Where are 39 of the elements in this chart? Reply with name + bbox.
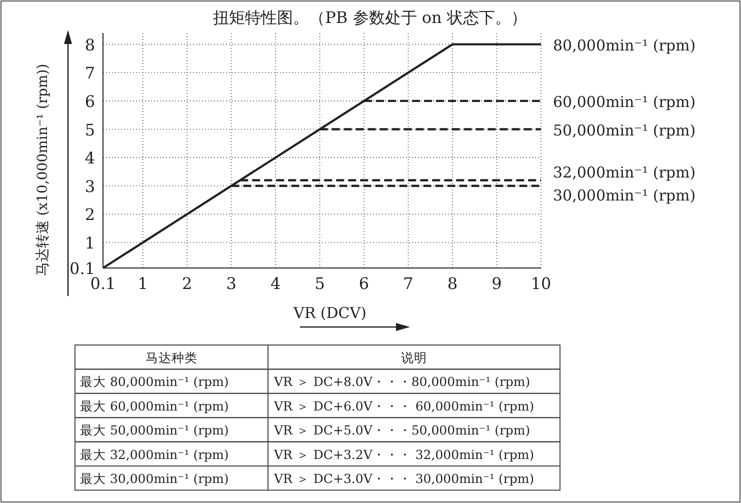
x-tick-label: 10 xyxy=(530,274,552,293)
x-tick-label: 4 xyxy=(270,274,281,293)
x-tick-label: 9 xyxy=(492,274,502,293)
text: VR ＞ DC+8.0V・・・80,000min⁻¹ (rpm) xyxy=(273,374,530,390)
x-tick-label: 3 xyxy=(226,274,236,293)
y-tick-label: 3 xyxy=(84,176,95,196)
x-tick-label: 1 xyxy=(138,274,148,293)
series-label: 50,000min⁻¹ (rpm) xyxy=(553,121,696,140)
y-tick-label: 2 xyxy=(84,205,95,224)
chart-title: 扭矩特性图。（PB 参数处于 on 状态下。） xyxy=(213,8,527,27)
x-tick-label: 5 xyxy=(314,274,325,293)
x-tick-label: 7 xyxy=(403,274,414,293)
text: 最大 30,000min⁻¹ (rpm) xyxy=(80,471,229,486)
series-label: 30,000min⁻¹ (rpm) xyxy=(553,186,696,205)
x-tick-label: 8 xyxy=(447,274,458,293)
y-tick-label: 7 xyxy=(84,64,95,83)
y-tick-label: 0.1 xyxy=(70,259,95,278)
y-tick-label: 1 xyxy=(84,234,95,253)
y-tick-label: 8 xyxy=(84,35,95,54)
text: 最大 32,000min⁻¹ (rpm) xyxy=(80,446,229,462)
x-axis-title: VR (DCV) xyxy=(292,304,366,322)
y-tick-label: 5 xyxy=(84,120,95,140)
x-tick-label: 2 xyxy=(182,274,192,293)
text: 最大 80,000min⁻¹ (rpm) xyxy=(80,374,229,390)
y-tick-label: 6 xyxy=(84,92,95,111)
series-label: 80,000min⁻¹ (rpm) xyxy=(553,36,696,54)
text: VR ＞ DC+3.0V・・・ 30,000min⁻¹ (rpm) xyxy=(273,471,534,486)
text: VR ＞ DC+3.2V・・・ 32,000min⁻¹ (rpm) xyxy=(273,446,534,462)
text: 马达种类 xyxy=(146,350,198,365)
y-axis-title: 马达转速 (x10,000min⁻¹ (rpm)) xyxy=(35,64,51,276)
text: VR ＞ DC+5.0V・・・50,000min⁻¹ (rpm) xyxy=(273,422,530,438)
text: 最大 60,000min⁻¹ (rpm) xyxy=(80,398,229,414)
text: 说明 xyxy=(401,350,427,365)
series-label: 60,000min⁻¹ (rpm) xyxy=(553,92,696,111)
series-label: 32,000min⁻¹ (rpm) xyxy=(553,164,696,182)
y-tick-label: 4 xyxy=(84,148,95,168)
text: VR ＞ DC+6.0V・・・ 60,000min⁻¹ (rpm) xyxy=(273,398,534,414)
text: 最大 50,000min⁻¹ (rpm) xyxy=(80,422,229,438)
x-tick-label: 6 xyxy=(358,274,370,293)
